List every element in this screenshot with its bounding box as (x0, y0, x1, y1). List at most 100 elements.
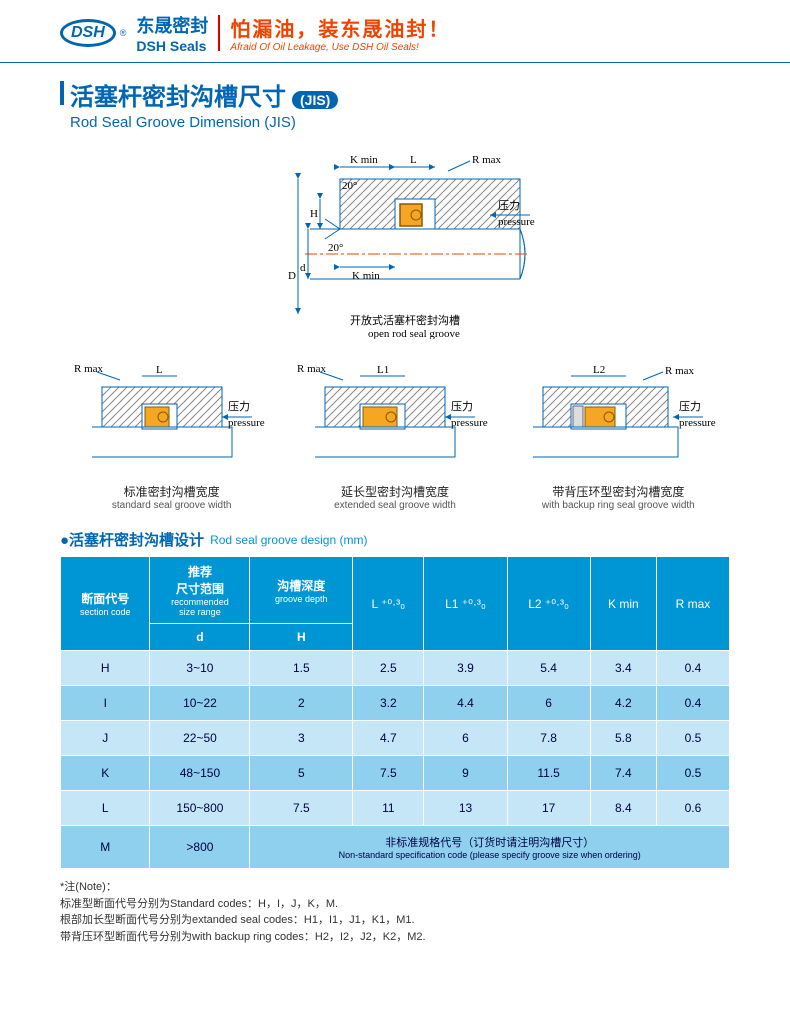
svg-text:pressure: pressure (228, 417, 265, 429)
caption-cn: 标准密封沟槽宽度 (60, 483, 283, 500)
footnote-title: *注(Note)： (60, 879, 730, 896)
table-cell: 7.4 (590, 756, 656, 791)
title-badge: (JIS) (292, 91, 338, 109)
diagram-standard: R max L 压力 pressure 标准密封沟槽宽度 standard se… (60, 362, 283, 511)
table-row: K48~15057.5911.57.40.5 (61, 756, 730, 791)
table-cell: 3.9 (424, 651, 507, 686)
table-cell: 22~50 (150, 721, 250, 756)
th-L2: L2 ⁺⁰·³₀ (507, 557, 590, 651)
th-L1: L1 ⁺⁰·³₀ (424, 557, 507, 651)
table-cell: 6 (424, 721, 507, 756)
table-cell: 3.4 (590, 651, 656, 686)
svg-text:pressure: pressure (679, 417, 716, 429)
header-divider (218, 15, 220, 51)
svg-text:L2: L2 (593, 364, 605, 376)
svg-text:压力: 压力 (228, 400, 250, 413)
table-cell: 5 (250, 756, 353, 791)
logo-block: DSH ® 东晟密封 DSH Seals (60, 12, 208, 54)
page-title-row: 活塞杆密封沟槽尺寸 (JIS) (60, 77, 730, 112)
th-Kmin: K min (590, 557, 656, 651)
table-cell: 4.7 (353, 721, 424, 756)
main-caption-en: open rod seal groove (368, 328, 460, 339)
slogan-cn: 怕漏油，装东晟油封！ (230, 13, 450, 42)
footnote-line3: 带背压环型断面代号分别为with backup ring codes：H2，I2… (60, 929, 730, 946)
diagram-row: R max L 压力 pressure 标准密封沟槽宽度 standard se… (60, 362, 730, 511)
footnote-line1: 标准型断面代号分别为Standard codes：H，I，J，K，M. (60, 896, 730, 913)
main-diagram: K min L R max 20° 20° H D d K min 压力 pre… (60, 149, 730, 344)
table-cell: 0.4 (656, 651, 729, 686)
table-cell: 11 (353, 791, 424, 826)
table-cell: 6 (507, 686, 590, 721)
table-cell: 150~800 (150, 791, 250, 826)
label-L: L (410, 154, 417, 166)
table-cell: 48~150 (150, 756, 250, 791)
label-rmax: R max (472, 154, 502, 166)
caption-en: standard seal groove width (60, 500, 283, 511)
diagram-extended: R max L1 压力 pressure 延长型密封沟槽宽度 extended … (283, 362, 506, 511)
table-section-title: ●活塞杆密封沟槽设计 Rod seal groove design (mm) (60, 529, 730, 550)
caption-en: extended seal groove width (283, 500, 506, 511)
table-cell: 5.4 (507, 651, 590, 686)
section-title-en: Rod seal groove design (mm) (210, 533, 367, 547)
th-d: d (150, 624, 250, 651)
table-row: L150~8007.51113178.40.6 (61, 791, 730, 826)
table-cell: 1.5 (250, 651, 353, 686)
table-cell: 3.2 (353, 686, 424, 721)
table-cell: 17 (507, 791, 590, 826)
logo-oval: DSH (60, 19, 116, 47)
table-cell: 2 (250, 686, 353, 721)
svg-text:R max: R max (665, 365, 695, 377)
table-row: I10~2223.24.464.20.4 (61, 686, 730, 721)
table-row: J22~5034.767.85.80.5 (61, 721, 730, 756)
title-bar-icon (60, 81, 64, 105)
th-L: L ⁺⁰·³₀ (353, 557, 424, 651)
th-Rmax: R max (656, 557, 729, 651)
svg-text:R max: R max (74, 363, 104, 375)
footnote-block: *注(Note)： 标准型断面代号分别为Standard codes：H，I，J… (60, 879, 730, 945)
table-cell: 4.2 (590, 686, 656, 721)
table-cell: 11.5 (507, 756, 590, 791)
table-cell: L (61, 791, 150, 826)
page-title-cn: 活塞杆密封沟槽尺寸 (70, 77, 286, 112)
th-depth: 沟槽深度 groove depth (250, 557, 353, 624)
svg-text:pressure: pressure (451, 417, 488, 429)
page-title-en: Rod Seal Groove Dimension (JIS) (70, 114, 730, 131)
nonstandard-note: 非标准规格代号（订货时请注明沟槽尺寸）Non-standard specific… (250, 826, 730, 869)
slogan-en: Afraid Of Oil Leakage, Use DSH Oil Seals… (230, 42, 450, 53)
page-header: DSH ® 东晟密封 DSH Seals 怕漏油，装东晟油封！ Afraid O… (0, 0, 790, 63)
table-cell: 3 (250, 721, 353, 756)
label-H: H (310, 208, 318, 220)
label-kmin-top: K min (350, 154, 378, 166)
label-d: d (300, 262, 306, 274)
footnote-line2: 根部加长型断面代号分别为extanded seal codes：H1，I1，J1… (60, 912, 730, 929)
th-size: 推荐 尺寸范围 recommended size range (150, 557, 250, 624)
th-section-code: 断面代号 section code (61, 557, 150, 651)
company-name-cn: 东晟密封 (136, 12, 208, 38)
registered-mark: ® (120, 28, 127, 38)
svg-text:压力: 压力 (451, 400, 473, 413)
table-cell: 0.4 (656, 686, 729, 721)
svg-text:L: L (156, 364, 163, 376)
caption-en: with backup ring seal groove width (507, 500, 730, 511)
label-kmin-inner: K min (352, 270, 380, 282)
table-cell: 0.5 (656, 721, 729, 756)
section-title-cn: ●活塞杆密封沟槽设计 (60, 529, 204, 550)
table-cell: 7.8 (507, 721, 590, 756)
table-cell: M (61, 826, 150, 869)
table-cell: 10~22 (150, 686, 250, 721)
label-angle-bot: 20° (328, 242, 343, 254)
table-cell: >800 (150, 826, 250, 869)
table-cell: 7.5 (250, 791, 353, 826)
table-cell: 9 (424, 756, 507, 791)
label-pressure-cn: 压力 (498, 199, 520, 212)
table-body: H3~101.52.53.95.43.40.4I10~2223.24.464.2… (61, 651, 730, 869)
th-H: H (250, 624, 353, 651)
label-angle-top: 20° (342, 180, 357, 192)
table-cell: 0.6 (656, 791, 729, 826)
caption-cn: 延长型密封沟槽宽度 (283, 483, 506, 500)
label-pressure-en: pressure (498, 216, 535, 228)
main-caption-cn: 开放式活塞杆密封沟槽 (350, 313, 460, 327)
table-cell: 2.5 (353, 651, 424, 686)
table-cell: 5.8 (590, 721, 656, 756)
svg-text:L1: L1 (377, 364, 389, 376)
